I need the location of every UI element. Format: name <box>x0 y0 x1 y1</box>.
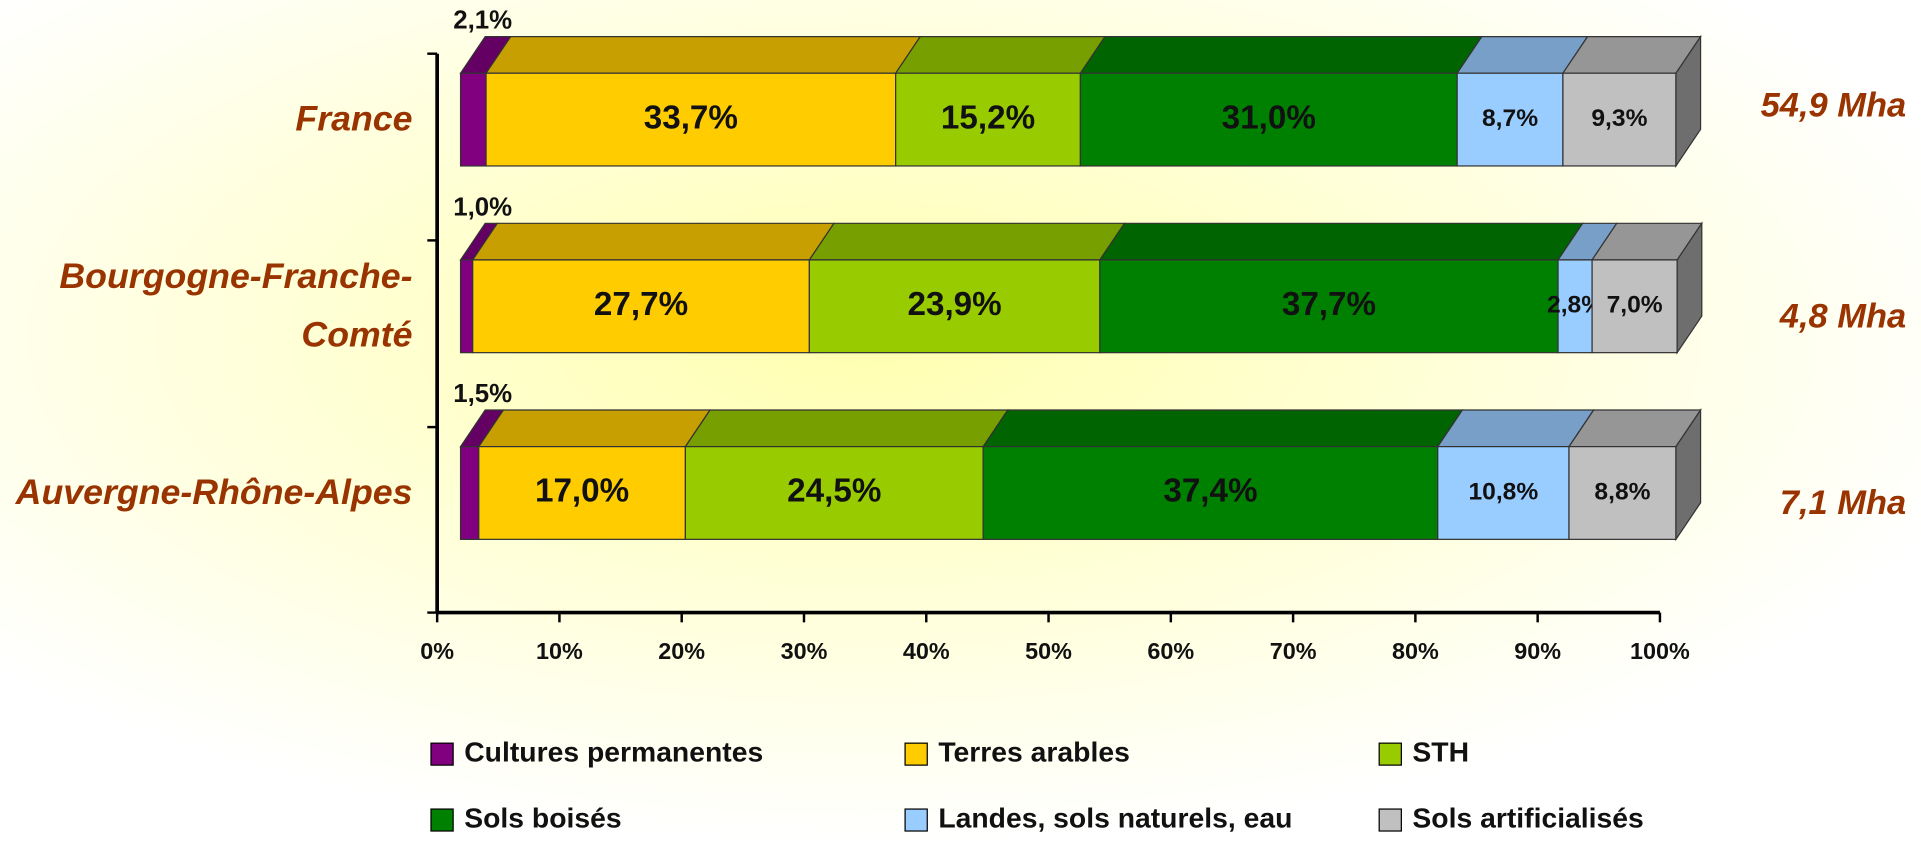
category-label: Auvergne-Rhône-Alpes <box>15 473 413 513</box>
bar-end <box>1675 408 1702 542</box>
total-label: 4,8 Mha <box>1779 298 1906 336</box>
x-tick-label: 10% <box>536 638 583 664</box>
x-tick-label: 60% <box>1147 638 1194 664</box>
data-label: 24,5% <box>787 473 881 510</box>
category-label: France <box>295 100 413 140</box>
bar <box>808 259 1101 354</box>
bar-end <box>1676 221 1703 355</box>
bar-top <box>894 35 1107 74</box>
data-label: 7,0% <box>1607 292 1663 319</box>
x-tick-label: 80% <box>1392 638 1439 664</box>
bar <box>895 72 1082 167</box>
bar <box>1591 259 1678 354</box>
legend-swatch <box>1378 742 1402 766</box>
bar-top <box>808 222 1126 261</box>
category-label-box: Bourgogne-Franche-Comté <box>59 257 413 356</box>
data-label: 33,7% <box>644 99 738 136</box>
category-label-box: France <box>295 100 413 140</box>
x-tick-label: 100% <box>1630 638 1690 664</box>
x-tick-label: 30% <box>781 638 828 664</box>
bar <box>684 446 984 540</box>
data-label: 27,7% <box>594 286 688 323</box>
x-tick-label: 40% <box>903 638 950 664</box>
x-tick-label: 70% <box>1270 638 1317 664</box>
data-label: 8,7% <box>1482 105 1538 132</box>
legend-swatch <box>904 742 928 766</box>
legend-label: STH <box>1412 736 1469 768</box>
bar <box>1456 72 1564 167</box>
legend-swatch <box>1378 808 1402 832</box>
total-label: 7,1 Mha <box>1780 484 1906 522</box>
data-label: 9,3% <box>1591 105 1647 132</box>
bar <box>1557 259 1593 354</box>
category-label: Bourgogne-Franche-Comté <box>59 257 413 356</box>
bar <box>1568 446 1677 540</box>
bar <box>1099 259 1559 354</box>
x-tick-label: 50% <box>1025 638 1072 664</box>
bar <box>478 446 687 540</box>
total-label: 54,9 Mha <box>1761 87 1907 125</box>
x-tick-label: 20% <box>658 638 705 664</box>
bar-top <box>477 409 712 448</box>
legend-label: Sols boisés <box>464 802 621 834</box>
data-label: 1,5% <box>453 380 512 408</box>
data-label: 31,0% <box>1222 99 1316 136</box>
data-label: 37,7% <box>1282 286 1376 323</box>
bar-top <box>1079 35 1483 74</box>
bar <box>1562 72 1677 167</box>
bar <box>982 446 1439 540</box>
category-label-box: Auvergne-Rhône-Alpes <box>15 473 413 513</box>
bar-top <box>1098 222 1584 261</box>
legend-swatch <box>430 742 454 766</box>
bar-end <box>1675 34 1702 168</box>
bar-top <box>471 222 836 261</box>
bar <box>1437 446 1570 540</box>
bar <box>472 259 810 354</box>
legend-swatch <box>904 808 928 832</box>
bar-top <box>684 409 1009 448</box>
bar-top <box>1436 409 1595 448</box>
data-label: 15,2% <box>941 99 1035 136</box>
data-label: 17,0% <box>535 473 629 510</box>
legend-label: Landes, sols naturels, eau <box>938 802 1292 834</box>
bar <box>1079 72 1458 167</box>
bar-top <box>982 409 1464 448</box>
bar <box>459 446 480 540</box>
data-label: 8,8% <box>1594 479 1650 506</box>
legend-swatch <box>430 808 454 832</box>
data-label: 10,8% <box>1468 479 1538 506</box>
bar-top <box>484 35 922 74</box>
bar <box>459 72 487 167</box>
legend-label: Terres arables <box>938 736 1130 768</box>
data-label: 37,4% <box>1163 473 1257 510</box>
legend-label: Sols artificialisés <box>1412 802 1643 834</box>
bar <box>459 259 474 354</box>
x-tick-label: 0% <box>420 638 454 664</box>
bar <box>485 72 897 167</box>
data-label: 1,0% <box>453 194 512 222</box>
x-tick-label: 90% <box>1514 638 1561 664</box>
legend-label: Cultures permanentes <box>464 736 763 768</box>
data-label: 2,1% <box>453 7 512 35</box>
data-label: 23,9% <box>907 286 1001 323</box>
